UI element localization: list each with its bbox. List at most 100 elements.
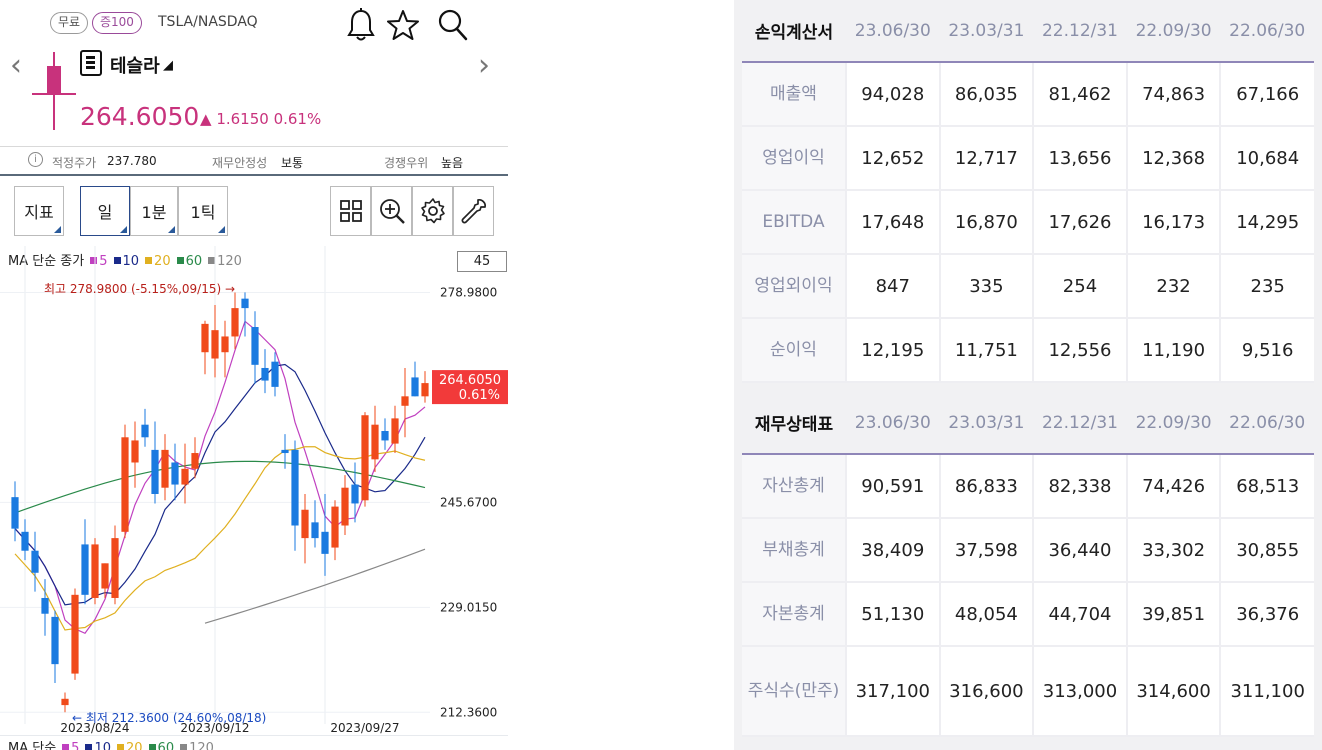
current-price: 264.6050 [80, 102, 200, 131]
table-cell: 12,717 [938, 126, 1034, 191]
table-cell: 12,368 [1125, 126, 1221, 191]
legend-swatch [62, 744, 70, 750]
ma-period-label: 20 [154, 254, 171, 269]
table-cell: 81,462 [1032, 62, 1127, 127]
income-statement-table: 손익계산서 23.06/30 23.03/31 22.12/31 22.09/3… [742, 0, 1314, 383]
wrench-icon [461, 199, 486, 224]
period-input[interactable]: 45 [457, 251, 507, 272]
indicator-button[interactable]: 지표 [14, 186, 64, 236]
table-cell: 16,870 [938, 190, 1034, 255]
chevron-right-icon[interactable]: › [478, 48, 490, 83]
star-icon[interactable] [386, 6, 420, 44]
corner-triangle-icon [54, 226, 61, 233]
row-label: 순이익 [742, 318, 846, 383]
candle-body [361, 415, 369, 501]
table-cell: 9,516 [1219, 318, 1314, 383]
row-label: 매출액 [742, 62, 846, 127]
up-triangle-icon: ▲ [200, 110, 212, 128]
candle-body [371, 424, 379, 460]
free-badge: 무료 [50, 12, 89, 34]
period-header: 22.12/31 [1033, 392, 1127, 455]
table-cell: 74,426 [1125, 454, 1221, 519]
income-statement-title: 손익계산서 [742, 0, 846, 63]
table-cell: 36,440 [1032, 518, 1127, 583]
grid-layout-button[interactable] [330, 186, 371, 236]
candle-body [111, 538, 119, 598]
document-icon[interactable] [80, 50, 102, 76]
table-row: EBITDA 17,648 16,870 17,626 16,173 14,295 [742, 190, 1314, 255]
info-icon[interactable]: i [28, 152, 43, 167]
row-label: 영업이익 [742, 126, 846, 191]
legend-swatch [145, 257, 153, 264]
x-tick-label: 2023/09/27 [330, 721, 399, 735]
candle-body [321, 531, 329, 554]
ma-line [14, 320, 426, 635]
table-row: 영업외이익 847 335 254 232 235 [742, 254, 1314, 319]
one-tick-button[interactable]: 1틱 [178, 186, 228, 236]
legend-swatch [176, 257, 184, 264]
ma-period-label: 60 [185, 254, 203, 269]
legend-swatch [90, 257, 98, 264]
period-header: 23.06/30 [846, 0, 940, 63]
table-cell: 254 [1032, 254, 1127, 319]
table-row: 부채총계 38,409 37,598 36,440 33,302 30,855 [742, 518, 1314, 583]
table-cell: 37,598 [938, 518, 1034, 583]
chevron-left-icon[interactable]: ‹ [10, 48, 22, 83]
row-label: 자산총계 [742, 454, 846, 519]
tools-button[interactable] [453, 186, 494, 236]
day-period-button[interactable]: 일 [80, 186, 130, 236]
row-label: 부채총계 [742, 518, 846, 583]
x-tick-label: 2023/09/12 [180, 721, 249, 735]
table-cell: 86,035 [938, 62, 1034, 127]
balance-header-row: 재무상태표 23.06/30 23.03/31 22.12/31 22.09/3… [742, 392, 1314, 455]
table-cell: 311,100 [1219, 646, 1314, 737]
candle-body [201, 323, 209, 353]
table-cell: 90,591 [845, 454, 940, 519]
volume-ma-period-label: 120 [189, 741, 214, 750]
low-annotation: ← 최저 212.3600 (24.60%,08/18) [72, 711, 266, 725]
period-header: 22.09/30 [1126, 392, 1221, 455]
search-icon[interactable] [436, 6, 470, 44]
bell-icon[interactable] [344, 6, 378, 44]
volume-ma-period-label: 60 [157, 741, 175, 750]
table-cell: 847 [845, 254, 940, 319]
ma-line [14, 446, 426, 631]
candle-body [191, 453, 199, 469]
table-cell: 11,751 [938, 318, 1034, 383]
candle-body [311, 522, 319, 539]
competition-value: 높음 [441, 156, 464, 170]
table-cell: 313,000 [1032, 646, 1127, 737]
row-label: EBITDA [742, 190, 846, 255]
corner-triangle-icon [120, 226, 127, 233]
balance-sheet-title: 재무상태표 [742, 392, 846, 455]
period-header: 23.03/31 [939, 392, 1034, 455]
table-row: 자본총계 51,130 48,054 44,704 39,851 36,376 [742, 582, 1314, 647]
legend-swatch [148, 744, 156, 750]
price-change: ▲ 1.6150 0.61% [200, 110, 321, 128]
ma-legend: MA 단순 종가 5 10 20 60 120 [8, 250, 242, 269]
candle-body [21, 531, 29, 551]
table-row: 순이익 12,195 11,751 12,556 11,190 9,516 [742, 318, 1314, 383]
candle-body [351, 484, 359, 504]
candle-body [231, 308, 239, 337]
stock-name[interactable]: 테슬라 [110, 56, 160, 77]
table-cell: 12,556 [1032, 318, 1127, 383]
candlestick-chart[interactable]: 278.9800 245.6700 229.0150 212.3600 최고 278.9… [0, 246, 508, 736]
dropdown-caret-icon[interactable]: ◢ [163, 58, 173, 73]
table-cell: 36,376 [1219, 582, 1314, 647]
zoom-in-button[interactable] [371, 186, 412, 236]
settings-button[interactable] [412, 186, 453, 236]
candle-body [291, 449, 299, 526]
one-minute-button[interactable]: 1분 [130, 186, 178, 236]
table-cell: 16,173 [1125, 190, 1221, 255]
income-header-row: 손익계산서 23.06/30 23.03/31 22.12/31 22.09/3… [742, 0, 1314, 63]
table-cell: 11,190 [1125, 318, 1221, 383]
table-cell: 38,409 [845, 518, 940, 583]
ma-legend-title: MA 단순 종가 [8, 254, 85, 269]
table-cell: 232 [1125, 254, 1221, 319]
table-cell: 235 [1219, 254, 1314, 319]
candle-body [251, 327, 259, 365]
candle-body [271, 361, 279, 387]
table-cell: 30,855 [1219, 518, 1314, 583]
volume-ma-period-label: 20 [126, 741, 143, 750]
